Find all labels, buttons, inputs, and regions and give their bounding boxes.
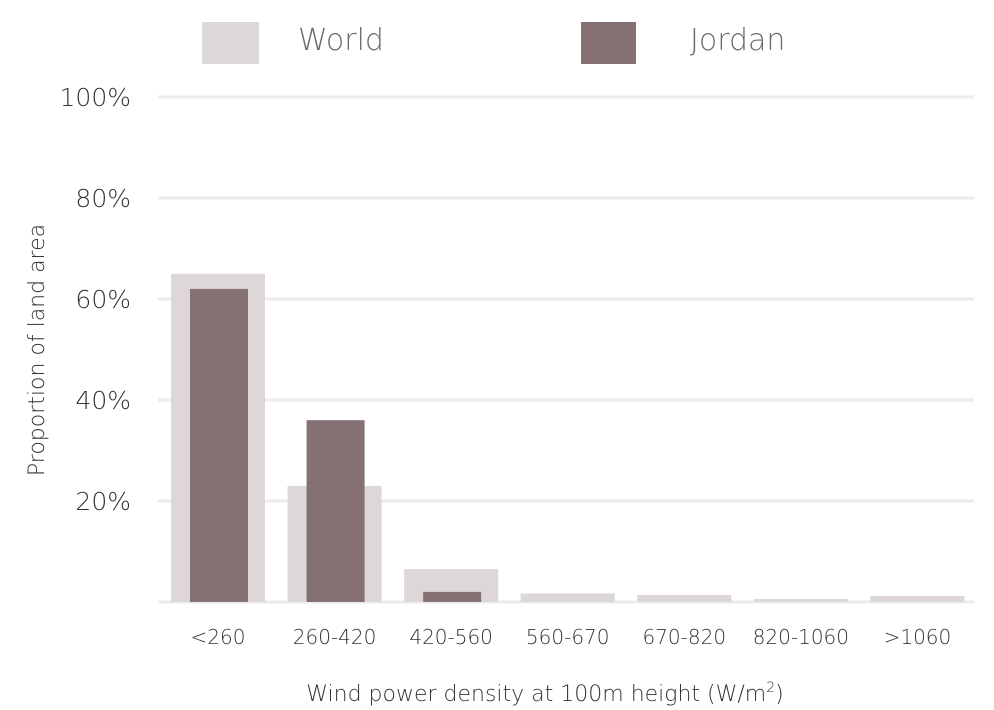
world-series-bars xyxy=(171,273,965,602)
y-tick-label: 20% xyxy=(75,487,131,516)
legend: World Jordan xyxy=(202,22,785,64)
x-tick-labels: <260 260-420 420-560 560-670 670-820 820-1060… xyxy=(191,625,952,649)
legend-world-label: World xyxy=(298,23,384,58)
grid-lines xyxy=(158,95,974,604)
legend-jordan-label: Jordan xyxy=(690,23,785,58)
x-tick-label: <260 xyxy=(191,625,246,649)
y-tick-labels: 20% 40% 60% 80% 100% xyxy=(60,83,131,516)
bar-world xyxy=(637,594,732,602)
x-tick-label: 260-420 xyxy=(293,625,377,649)
bar-jordan xyxy=(306,420,365,602)
bar-world xyxy=(753,598,848,602)
bar-jordan xyxy=(423,591,482,602)
y-tick-label: 100% xyxy=(60,83,131,112)
y-axis-title: Proportion of land area xyxy=(25,224,50,476)
x-axis-title: Wind power density at 100m height (W/m2) xyxy=(306,680,784,707)
bar-world xyxy=(870,595,965,602)
bar-world xyxy=(520,593,615,602)
x-tick-label: 820-1060 xyxy=(753,625,849,649)
jordan-series-bars xyxy=(190,288,482,602)
bar-jordan xyxy=(190,288,248,602)
x-tick-label: 560-670 xyxy=(526,625,610,649)
y-tick-label: 80% xyxy=(75,184,131,213)
x-axis-title-main: Wind power density at 100m height (W/m xyxy=(306,682,766,707)
legend-jordan-swatch xyxy=(581,22,636,64)
y-tick-label: 60% xyxy=(75,285,131,314)
y-tick-label: 40% xyxy=(75,386,131,415)
x-axis-title-end: ) xyxy=(775,682,784,707)
x-tick-label: 420-560 xyxy=(409,625,493,649)
x-axis-title-superscript: 2 xyxy=(766,680,775,696)
legend-world-swatch xyxy=(202,22,259,64)
x-tick-label: 670-820 xyxy=(642,625,726,649)
x-tick-label: >1060 xyxy=(884,625,952,649)
